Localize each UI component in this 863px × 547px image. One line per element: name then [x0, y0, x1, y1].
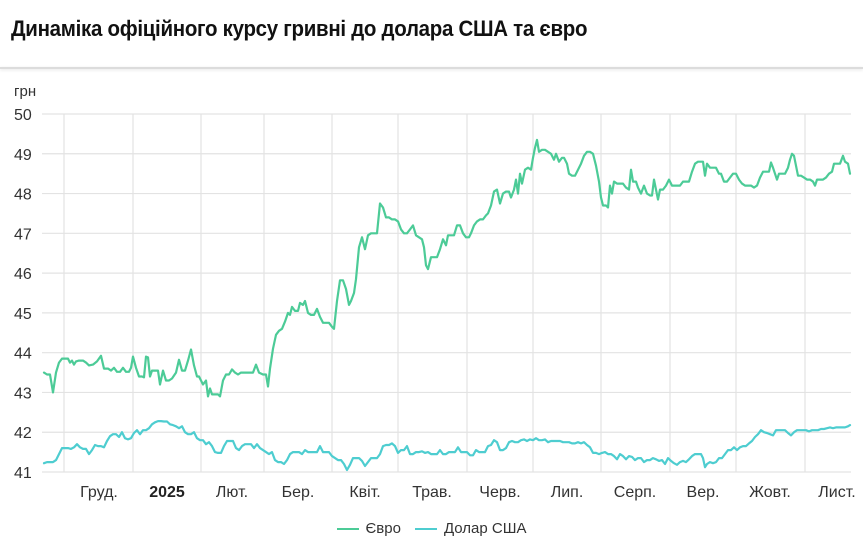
y-tick-label: 47 [14, 226, 32, 243]
usd-line[interactable] [42, 420, 852, 472]
y-tick-label: 43 [14, 385, 32, 402]
y-axis-unit-label: грн [14, 83, 36, 100]
x-tick-label: Лист. [818, 484, 855, 501]
x-tick-label: Квіт. [349, 484, 380, 501]
x-tick-label: 2025 [149, 484, 185, 501]
x-tick-label: Лип. [551, 484, 584, 501]
euro-swatch-icon [336, 527, 359, 530]
legend-label-usd: Долар США [443, 520, 527, 537]
chart-legend: Євро Долар США [0, 520, 863, 537]
page-title: Динаміка офіційного курсу гривні до дола… [11, 16, 588, 41]
x-tick-label: Груд. [80, 484, 118, 501]
y-tick-label: 44 [14, 346, 32, 363]
y-axis-ticks: 41 42 43 44 45 46 47 48 49 50 [14, 107, 32, 482]
y-tick-label: 45 [14, 306, 32, 323]
x-tick-label: Черв. [479, 484, 520, 501]
euro-line[interactable] [42, 138, 852, 398]
y-tick-label: 41 [14, 465, 32, 482]
x-tick-label: Лют. [216, 484, 248, 501]
y-tick-label: 46 [14, 266, 32, 283]
legend-label-euro: Євро [365, 520, 401, 537]
x-tick-label: Серп. [614, 484, 656, 501]
legend-item-euro[interactable]: Євро [336, 520, 401, 537]
y-tick-label: 49 [14, 147, 32, 164]
usd-swatch-icon [414, 527, 437, 530]
x-tick-label: Жовт. [749, 484, 791, 501]
x-tick-label: Вер. [687, 484, 720, 501]
x-tick-label: Трав. [412, 484, 452, 501]
legend-item-usd[interactable]: Долар США [414, 520, 527, 537]
y-tick-label: 50 [14, 107, 32, 124]
x-tick-label: Бер. [282, 484, 315, 501]
y-tick-label: 48 [14, 187, 32, 204]
gridlines [42, 113, 851, 473]
header-divider [0, 67, 863, 69]
y-tick-label: 42 [14, 425, 32, 442]
x-axis-ticks: Груд. 2025 Лют. Бер. Квіт. Трав. Черв. Лип. Серп… [80, 484, 856, 501]
